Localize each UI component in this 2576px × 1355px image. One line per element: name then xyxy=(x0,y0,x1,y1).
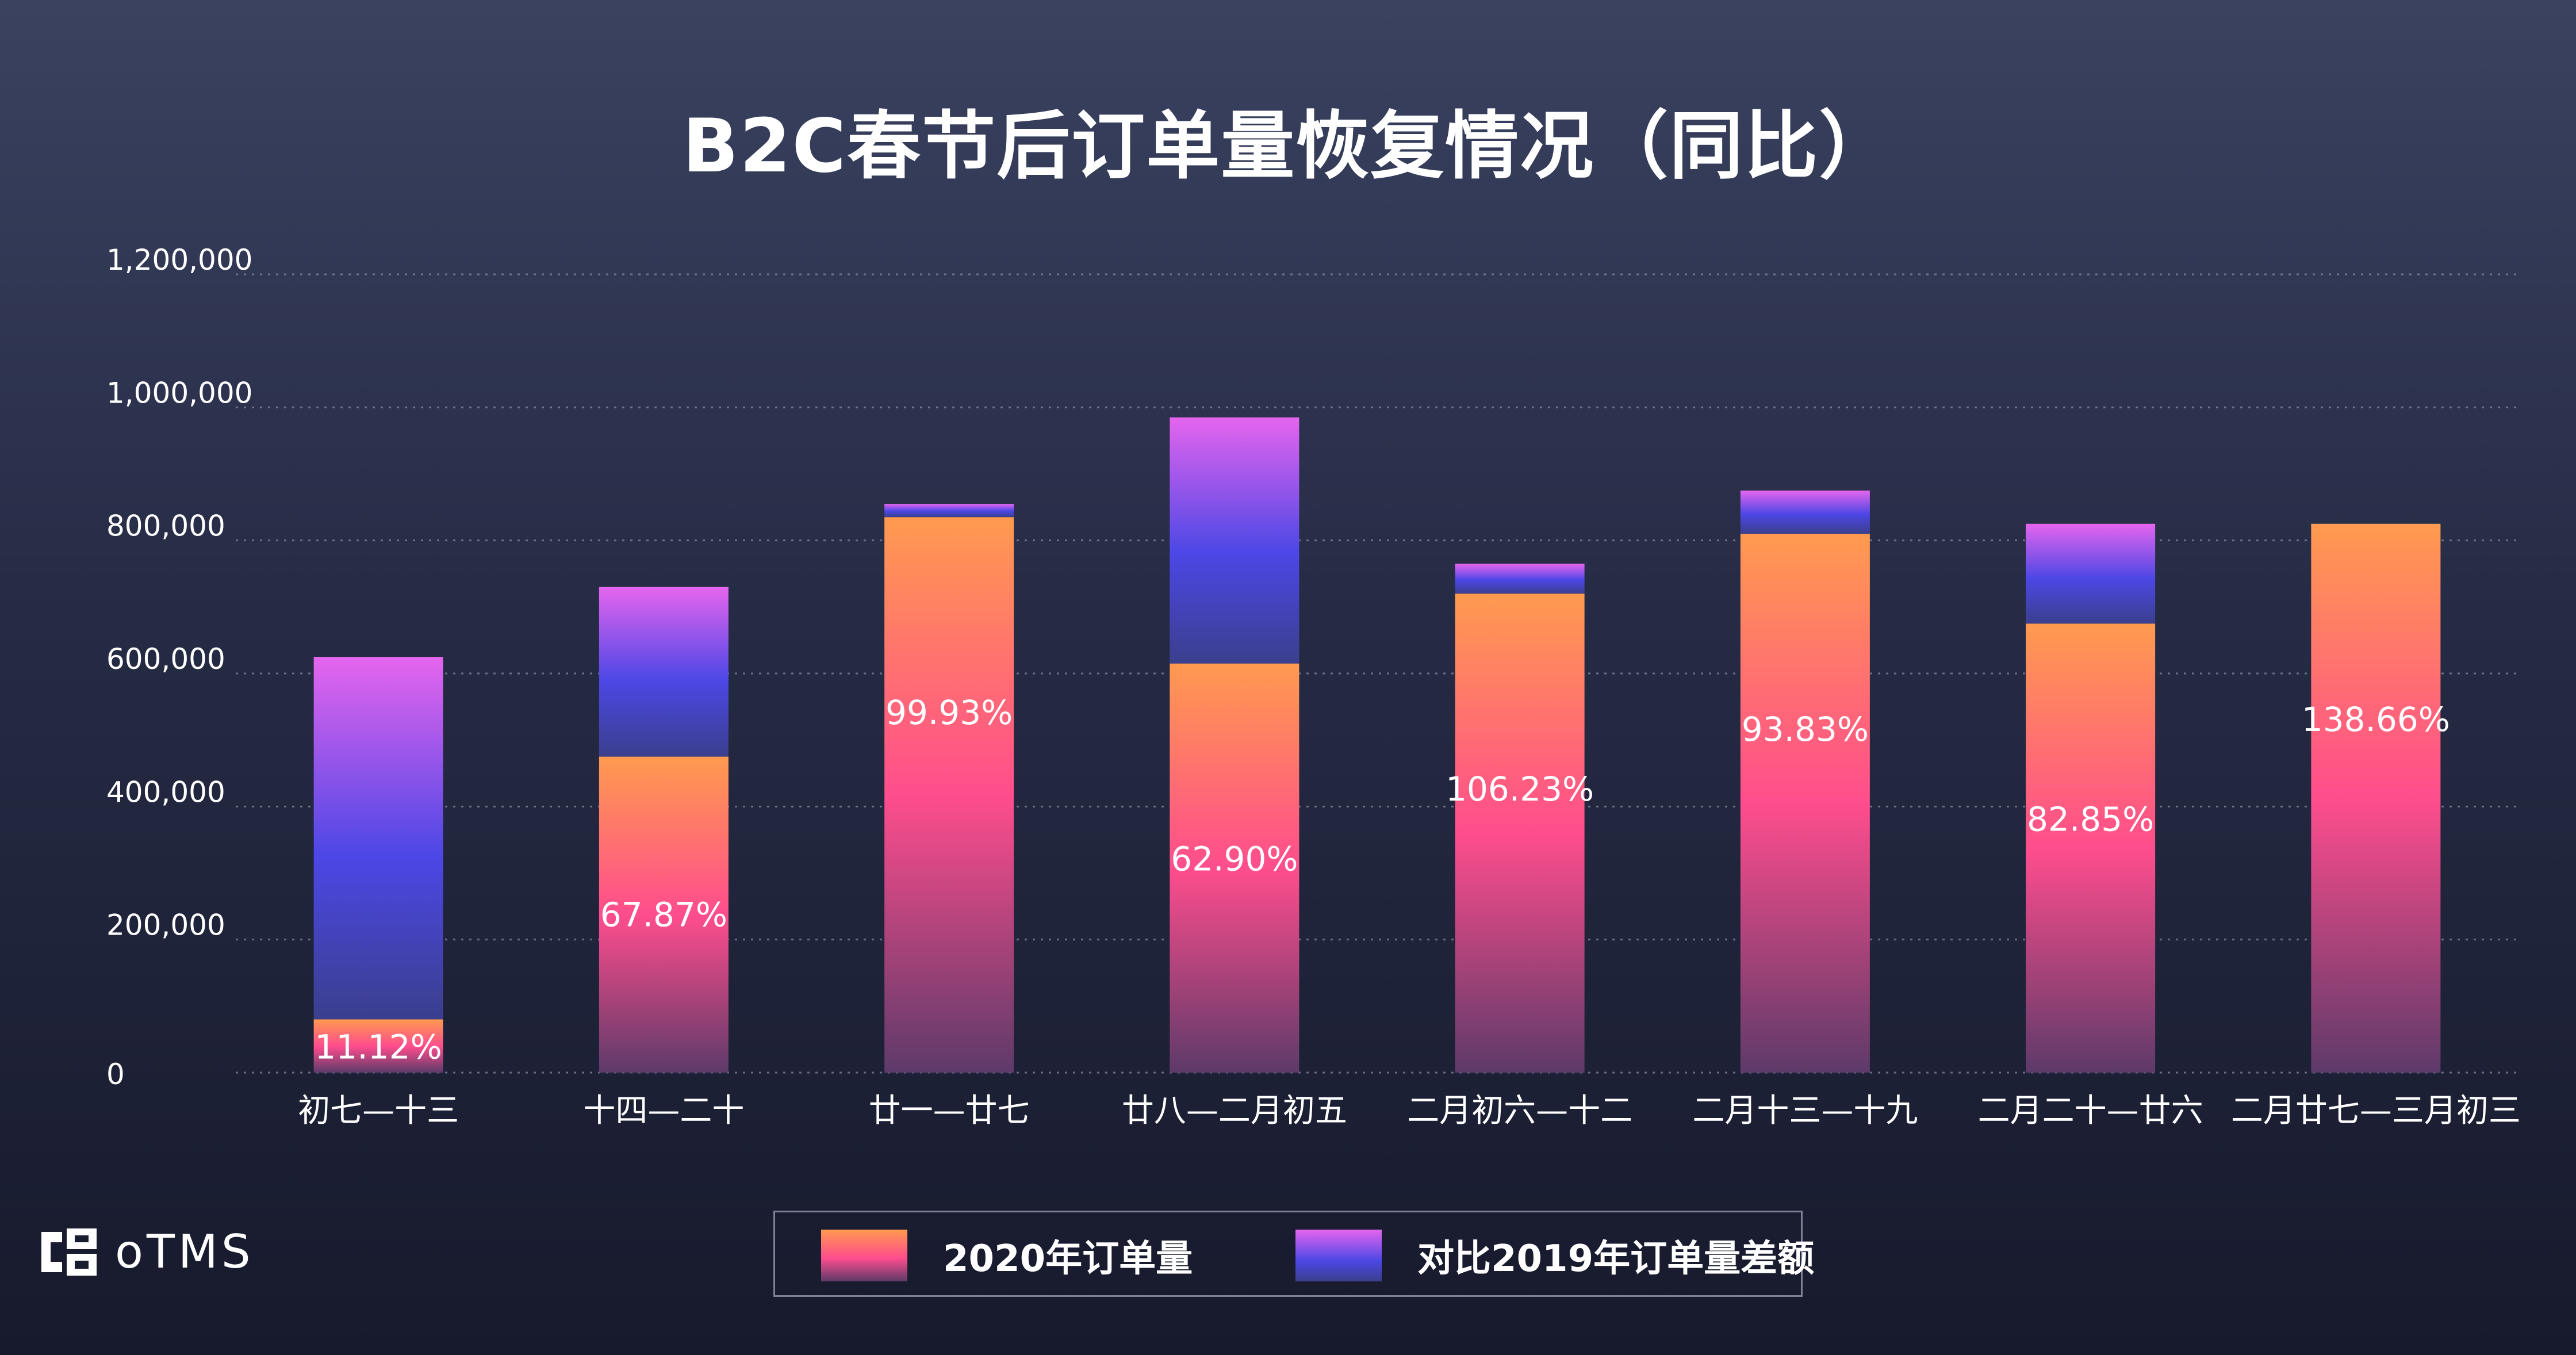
data-label: 99.93% xyxy=(885,693,1013,732)
bar-2020 xyxy=(2311,523,2441,1073)
x-tick-label: 二月初六—十二 xyxy=(1407,1092,1632,1130)
data-label: 67.87% xyxy=(600,895,727,934)
y-tick-label: 1,000,000 xyxy=(106,376,252,409)
legend-swatch-2020 xyxy=(821,1230,907,1281)
bar-diff xyxy=(599,587,729,757)
x-tick-label: 十四—二十 xyxy=(583,1092,744,1130)
chart-legend: 2020年订单量 对比2019年订单量差额 xyxy=(773,1211,1814,1299)
brand-name: oTMS xyxy=(115,1225,254,1279)
x-tick-label: 二月十三—十九 xyxy=(1692,1092,1918,1130)
bar-2020 xyxy=(1740,534,1870,1073)
y-tick-label: 200,000 xyxy=(106,909,225,942)
data-label: 93.83% xyxy=(1742,710,1869,749)
y-tick-label: 1,200,000 xyxy=(106,243,252,277)
bar-diff xyxy=(1740,490,1870,534)
brand-logo: oTMS xyxy=(39,1225,254,1279)
legend-label-diff: 对比2019年订单量差额 xyxy=(1417,1238,1815,1280)
legend-swatch-diff xyxy=(1295,1230,1382,1281)
data-label: 82.85% xyxy=(2027,799,2154,839)
x-tick-label: 二月廿七—三月初三 xyxy=(2231,1092,2521,1130)
bar-2020 xyxy=(884,517,1014,1073)
chart-title: B2C春节后订单量恢复情况（同比） xyxy=(682,104,1894,189)
x-tick-label: 廿八—二月初五 xyxy=(1122,1092,1347,1130)
y-tick-label: 800,000 xyxy=(106,510,225,543)
data-label: 138.66% xyxy=(2302,700,2450,739)
data-label: 11.12% xyxy=(315,1028,442,1067)
bar-2020 xyxy=(1455,594,1585,1073)
bar-diff xyxy=(1455,564,1585,594)
y-tick-label: 400,000 xyxy=(106,775,225,809)
bar-diff xyxy=(313,657,443,1020)
y-tick-label: 0 xyxy=(106,1058,125,1091)
legend-label-2020: 2020年订单量 xyxy=(943,1238,1193,1280)
legend-item-diff: 对比2019年订单量差额 xyxy=(1295,1212,1814,1299)
otms-logo-icon xyxy=(41,1228,97,1276)
bar-2020 xyxy=(2026,623,2156,1073)
bar-diff xyxy=(1170,417,1300,664)
x-tick-label: 廿一—廿七 xyxy=(869,1092,1030,1130)
bar-2020 xyxy=(1170,663,1300,1073)
bar-2020 xyxy=(599,756,729,1073)
bar-diff xyxy=(2026,523,2156,624)
bar-diff xyxy=(884,504,1014,518)
x-tick-label: 二月二十—廿六 xyxy=(1978,1092,2203,1130)
y-tick-label: 600,000 xyxy=(106,642,225,676)
x-tick-label: 初七—十三 xyxy=(298,1092,459,1130)
legend-item-2020: 2020年订单量 xyxy=(821,1212,1193,1299)
bar-2020 xyxy=(313,1019,443,1073)
data-label: 106.23% xyxy=(1446,770,1594,809)
data-label: 62.90% xyxy=(1171,840,1298,879)
